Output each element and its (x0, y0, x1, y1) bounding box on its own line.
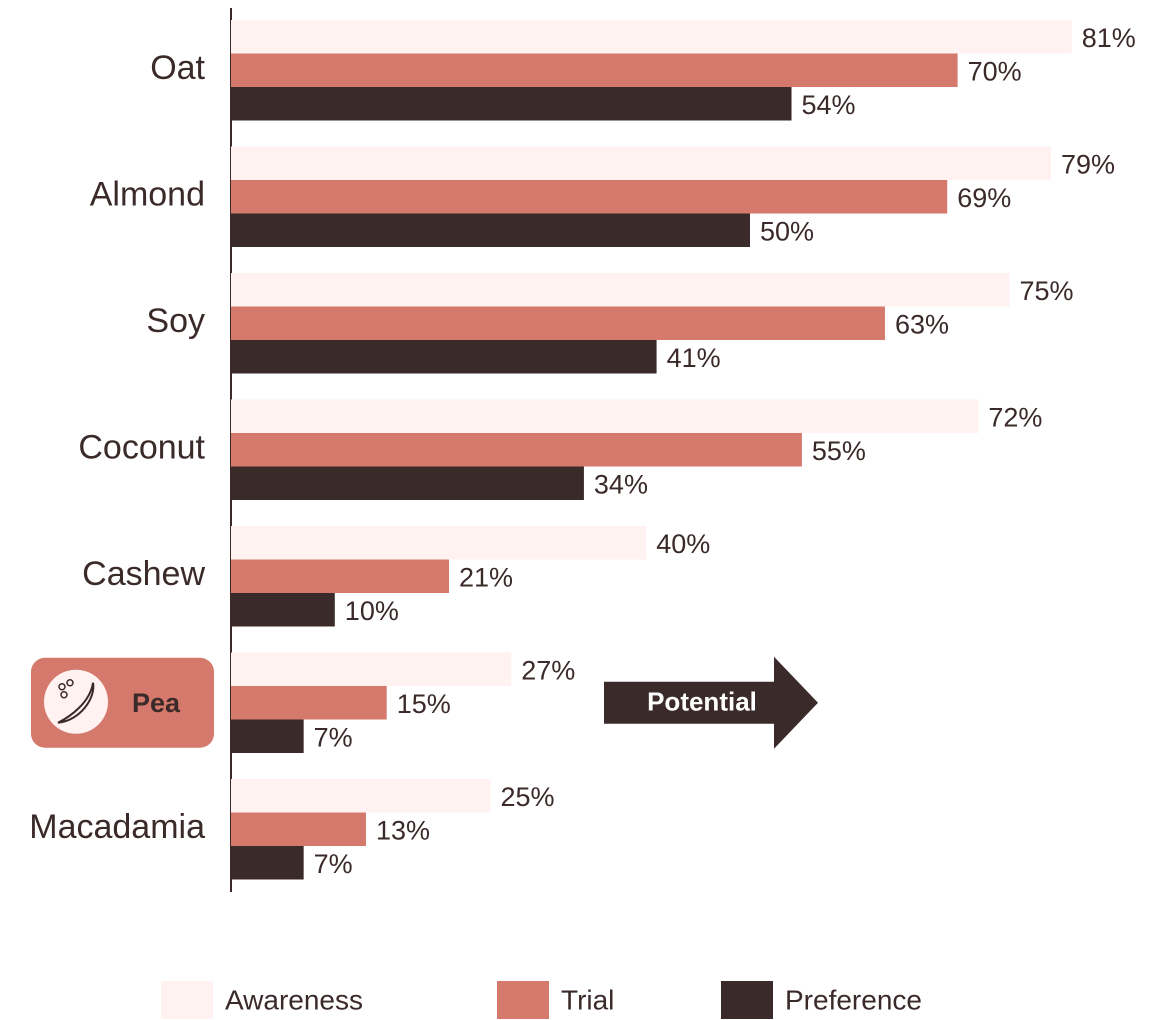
value-label: 79% (1061, 149, 1115, 179)
category-label: Coconut (78, 429, 205, 467)
category-label: Oat (150, 49, 205, 87)
bar (231, 180, 948, 214)
value-label: 72% (988, 402, 1042, 432)
pea-icon (60, 691, 68, 699)
bar (231, 559, 449, 593)
value-label: 13% (376, 815, 430, 845)
value-label: 41% (667, 343, 721, 373)
category-label: Macadamia (29, 808, 205, 846)
bar (231, 273, 1010, 307)
bar (231, 846, 304, 880)
value-label: 40% (656, 529, 710, 559)
category-label: Almond (90, 176, 205, 214)
bar (231, 593, 335, 627)
bar (231, 526, 647, 560)
bar (231, 53, 958, 87)
bar (231, 213, 750, 247)
value-label: 54% (802, 90, 856, 120)
legend-label: Trial (561, 984, 614, 1015)
bar (231, 433, 802, 467)
category-label: Cashew (82, 555, 205, 593)
value-label: 21% (459, 562, 513, 592)
value-label: 15% (397, 689, 451, 719)
value-label: 69% (957, 183, 1011, 213)
category-label: Pea (132, 688, 181, 718)
value-label: 63% (895, 309, 949, 339)
value-label: 10% (345, 596, 399, 626)
category-label: Soy (146, 302, 205, 340)
value-label: 27% (521, 655, 575, 685)
bar (231, 87, 792, 121)
value-label: 70% (968, 56, 1022, 86)
bar (231, 652, 512, 686)
value-label: 7% (314, 722, 353, 752)
legend-label: Awareness (225, 984, 363, 1015)
bar (231, 686, 387, 720)
value-label: 50% (760, 216, 814, 246)
bar (231, 719, 304, 753)
legend-swatch (497, 981, 549, 1019)
value-label: 34% (594, 469, 648, 499)
pea-icon (58, 683, 66, 691)
pea-icon (57, 682, 95, 724)
bar (231, 146, 1052, 180)
legend-label: Preference (785, 984, 922, 1015)
bar (231, 466, 584, 500)
legend-swatch (161, 981, 213, 1019)
value-label: 81% (1082, 23, 1136, 53)
bar (231, 20, 1072, 54)
value-label: 25% (501, 782, 555, 812)
pea-icon (44, 669, 108, 734)
bar (231, 306, 885, 340)
annotation: Potential (647, 687, 757, 717)
bar (231, 340, 657, 374)
annotation-arrow (604, 656, 818, 749)
bar (231, 812, 366, 846)
value-label: 55% (812, 436, 866, 466)
value-label: 75% (1020, 276, 1074, 306)
value-label: 7% (314, 849, 353, 879)
legend-swatch (721, 981, 773, 1019)
bar (231, 779, 491, 813)
pea-icon (66, 679, 74, 687)
bar (231, 399, 979, 433)
